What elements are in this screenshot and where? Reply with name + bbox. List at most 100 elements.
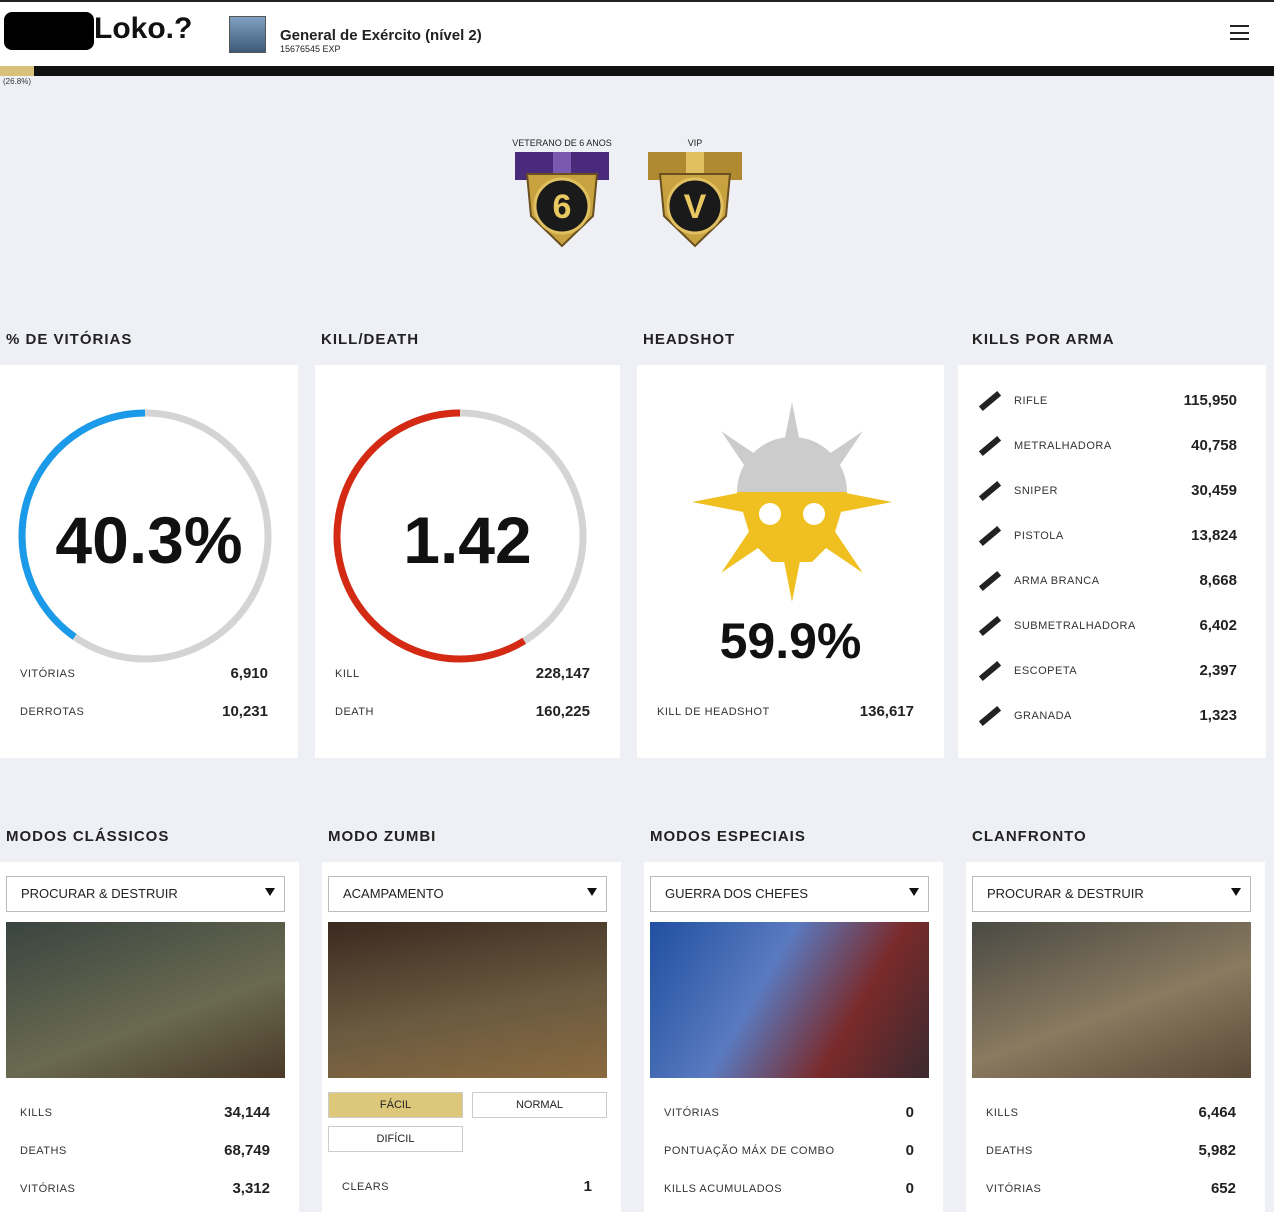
weapon-value: 13,824 (1191, 527, 1237, 544)
stat-label: KILL (335, 668, 360, 680)
skull-bottom (737, 492, 847, 562)
stat-label: VITÓRIAS (20, 1183, 76, 1195)
weapon-value: 8,668 (1199, 572, 1237, 589)
stat-label: DEATH (335, 706, 374, 718)
stat-label: KILLS ACUMULADOS (664, 1183, 783, 1195)
stat-label: VITÓRIAS (986, 1183, 1042, 1195)
mode-select[interactable]: PROCURAR & DESTRUIR (6, 876, 285, 912)
difficulty-button[interactable]: NORMAL (472, 1092, 607, 1118)
medal-label: VIP (687, 138, 703, 148)
stat-value: 68,749 (224, 1142, 270, 1159)
stat-label: VITÓRIAS (664, 1107, 720, 1119)
weapon-label: ARMA BRANCA (1014, 575, 1100, 587)
card (315, 365, 620, 758)
weapon-label: SUBMETRALHADORA (1014, 620, 1136, 632)
section-title: MODOS CLÁSSICOS (6, 828, 170, 845)
stat-label: PONTUAÇÃO MÁX DE COMBO (664, 1145, 835, 1157)
ring-arc (18, 409, 146, 640)
stat-label: KILLS (20, 1107, 53, 1119)
stat-value: 6,464 (1198, 1104, 1236, 1121)
section-title: MODOS ESPECIAIS (650, 828, 806, 845)
difficulty-button[interactable]: FÁCIL (328, 1092, 463, 1118)
weapon-label: SNIPER (1014, 485, 1058, 497)
weapon-label: PISTOLA (1014, 530, 1064, 542)
section-title: KILLS POR ARMA (972, 331, 1115, 348)
headshot-emblem (692, 402, 892, 602)
big-value: 59.9% (719, 613, 862, 669)
stat-label: CLEARS (342, 1181, 390, 1193)
select-arrow (587, 888, 597, 896)
medal-core (533, 177, 591, 235)
weapon-value: 2,397 (1199, 662, 1237, 679)
card (958, 365, 1266, 758)
player-name: Loko.? (94, 12, 193, 45)
select-arrow (265, 888, 275, 896)
select-arrow (909, 888, 919, 896)
stat-value: 34,144 (224, 1104, 270, 1121)
menu-icon[interactable] (1230, 25, 1249, 40)
ring (333, 409, 587, 663)
weapon-value: 1,323 (1199, 707, 1237, 724)
section-title: HEADSHOT (643, 331, 736, 348)
mode-select[interactable]: ACAMPAMENTO (328, 876, 607, 912)
big-value: 1.42 (403, 503, 532, 577)
stat-value: 6,910 (230, 665, 268, 682)
stat-label: KILL DE HEADSHOT (657, 706, 770, 718)
eye (803, 503, 825, 525)
stat-value: 1 (583, 1178, 592, 1195)
redaction (4, 12, 94, 50)
difficulty-button[interactable]: DIFÍCIL (328, 1126, 463, 1152)
weapon-value: 115,950 (1183, 392, 1237, 409)
medal: V (648, 152, 742, 248)
ring-arc (333, 409, 527, 663)
card (0, 365, 298, 758)
weapon-label: ESCOPETA (1014, 665, 1078, 677)
stat-label: DEATHS (20, 1145, 67, 1157)
weapon-value: 6,402 (1199, 617, 1237, 634)
medal: 6 (515, 152, 609, 248)
select-arrow (1231, 888, 1241, 896)
big-value: 40.3% (55, 503, 243, 577)
stat-value: 0 (905, 1142, 914, 1159)
exp-progress (0, 66, 34, 76)
stat-label: DERROTAS (20, 706, 85, 718)
medal-badge: V (684, 188, 707, 226)
rank-icon (229, 16, 266, 53)
stat-label: DEATHS (986, 1145, 1033, 1157)
weapon-label: RIFLE (1014, 395, 1048, 407)
ring (18, 409, 272, 663)
mode-image (650, 922, 929, 1078)
mode-select[interactable]: PROCURAR & DESTRUIR (972, 876, 1251, 912)
stat-label: KILLS (986, 1107, 1019, 1119)
rank-name: General de Exército (nível 2) (280, 27, 482, 44)
weapon-label: GRANADA (1014, 710, 1072, 722)
header (0, 0, 1274, 66)
exp-percent: (26.8%) (3, 77, 32, 86)
stat-value: 228,147 (535, 665, 590, 682)
exp-bar (0, 66, 1274, 76)
mode-image (328, 922, 607, 1078)
stat-value: 652 (1210, 1180, 1236, 1197)
section-title: CLANFRONTO (972, 828, 1087, 845)
stat-value: 5,982 (1198, 1142, 1236, 1159)
weapon-label: METRALHADORA (1014, 440, 1112, 452)
stat-value: 0 (905, 1180, 914, 1197)
medal-label: VETERANO DE 6 ANOS (512, 138, 612, 148)
mode-image (972, 922, 1251, 1078)
section-title: % DE VITÓRIAS (6, 331, 133, 348)
stat-value: 160,225 (535, 703, 590, 720)
section-title: KILL/DEATH (321, 331, 420, 348)
stat-value: 136,617 (859, 703, 914, 720)
exp: 15676545 EXP (280, 44, 341, 54)
skull-top (737, 437, 847, 492)
stat-value: 10,231 (222, 703, 268, 720)
mode-image (6, 922, 285, 1078)
weapon-value: 40,758 (1191, 437, 1237, 454)
stat-value: 0 (905, 1104, 914, 1121)
medal-core (666, 177, 724, 235)
medal-badge: 6 (553, 188, 572, 226)
eye (759, 503, 781, 525)
section-title: MODO ZUMBI (328, 828, 437, 845)
mode-select[interactable]: GUERRA DOS CHEFES (650, 876, 929, 912)
